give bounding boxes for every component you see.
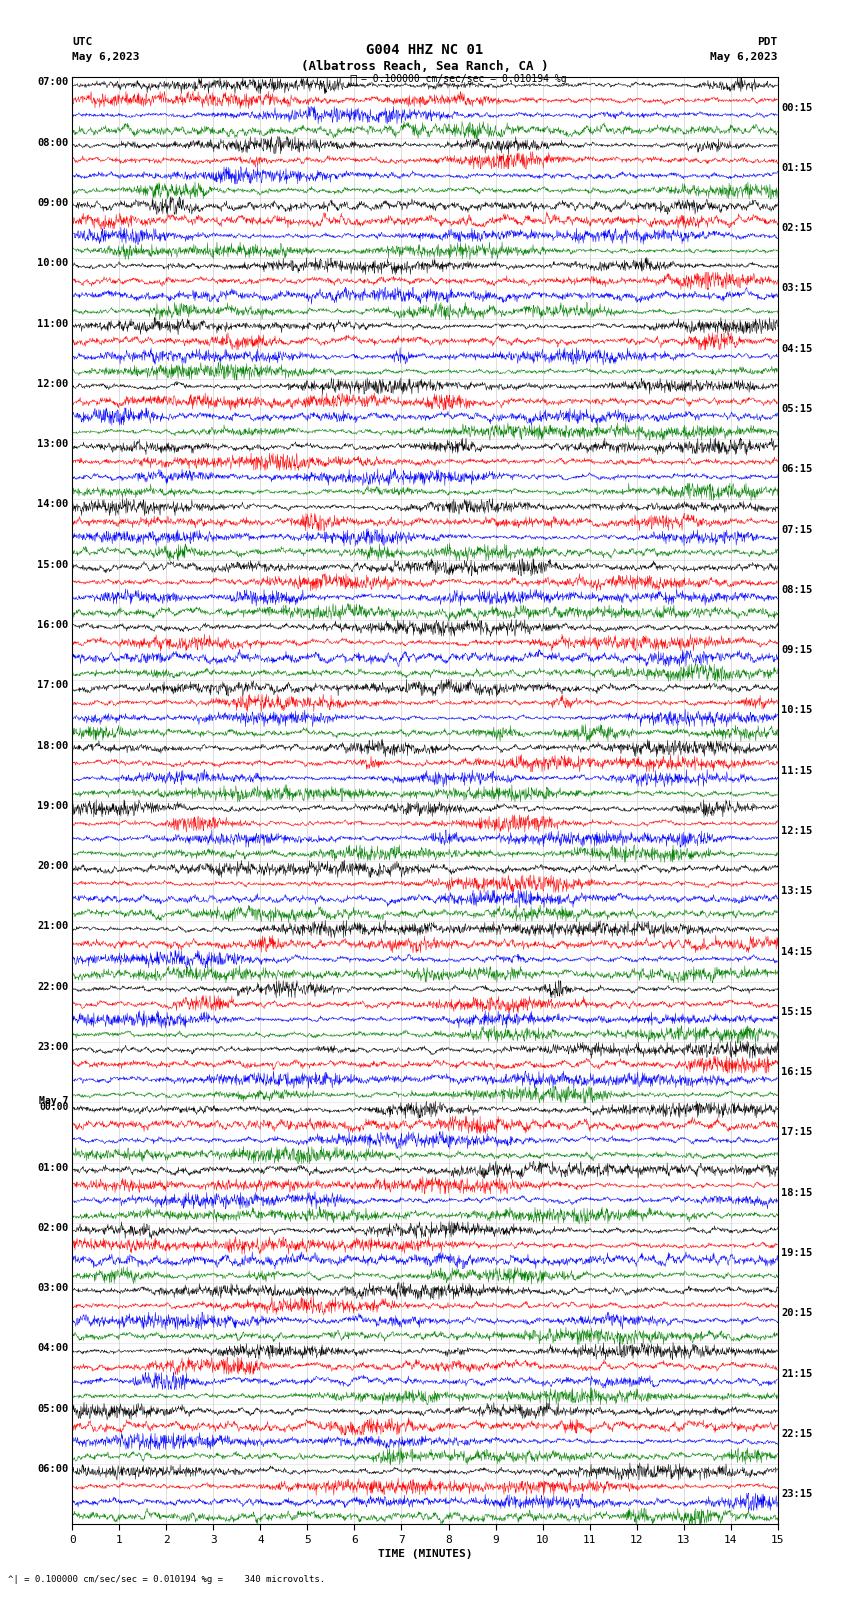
Text: 02:15: 02:15 [781,223,813,234]
Text: May 6,2023: May 6,2023 [72,52,139,61]
Text: 14:00: 14:00 [37,500,69,510]
Text: 11:15: 11:15 [781,766,813,776]
Text: 18:15: 18:15 [781,1187,813,1198]
Text: 00:00: 00:00 [39,1102,69,1113]
Text: 20:00: 20:00 [37,861,69,871]
Text: 21:00: 21:00 [37,921,69,931]
Text: 22:15: 22:15 [781,1429,813,1439]
Text: UTC: UTC [72,37,93,47]
Text: 13:00: 13:00 [37,439,69,448]
Text: G004 HHZ NC 01: G004 HHZ NC 01 [366,44,484,56]
Text: 07:00: 07:00 [37,77,69,87]
Text: 21:15: 21:15 [781,1368,813,1379]
Text: 06:00: 06:00 [37,1465,69,1474]
Text: 09:00: 09:00 [37,198,69,208]
Text: 05:00: 05:00 [37,1403,69,1413]
Text: 03:00: 03:00 [37,1282,69,1294]
Text: 08:15: 08:15 [781,586,813,595]
Text: 01:00: 01:00 [37,1163,69,1173]
Text: 20:15: 20:15 [781,1308,813,1318]
Text: 15:00: 15:00 [37,560,69,569]
Text: 19:00: 19:00 [37,800,69,811]
Text: 11:00: 11:00 [37,319,69,329]
Text: 08:00: 08:00 [37,137,69,148]
Text: 17:15: 17:15 [781,1127,813,1137]
Text: 06:15: 06:15 [781,465,813,474]
Text: 09:15: 09:15 [781,645,813,655]
Text: PDT: PDT [757,37,778,47]
Text: 16:00: 16:00 [37,619,69,631]
Text: 04:15: 04:15 [781,344,813,353]
Text: 00:15: 00:15 [781,103,813,113]
Text: 22:00: 22:00 [37,982,69,992]
Text: 23:00: 23:00 [37,1042,69,1052]
Text: 19:15: 19:15 [781,1248,813,1258]
Text: 01:15: 01:15 [781,163,813,173]
Text: 04:00: 04:00 [37,1344,69,1353]
Text: 16:15: 16:15 [781,1068,813,1077]
Text: (Albatross Reach, Sea Ranch, CA ): (Albatross Reach, Sea Ranch, CA ) [301,60,549,73]
X-axis label: TIME (MINUTES): TIME (MINUTES) [377,1548,473,1558]
Text: 23:15: 23:15 [781,1489,813,1498]
Text: 03:15: 03:15 [781,284,813,294]
Text: ^| = 0.100000 cm/sec/sec = 0.010194 %g =    340 microvolts.: ^| = 0.100000 cm/sec/sec = 0.010194 %g =… [8,1574,326,1584]
Text: May 6,2023: May 6,2023 [711,52,778,61]
Text: 05:15: 05:15 [781,403,813,415]
Text: 18:00: 18:00 [37,740,69,750]
Text: = 0.100000 cm/sec/sec = 0.010194 %g: = 0.100000 cm/sec/sec = 0.010194 %g [361,74,567,84]
Text: 12:15: 12:15 [781,826,813,836]
Text: ⏐: ⏐ [349,74,356,87]
Text: 13:15: 13:15 [781,886,813,897]
Text: 10:15: 10:15 [781,705,813,716]
Text: May 7: May 7 [39,1097,69,1107]
Text: 02:00: 02:00 [37,1223,69,1232]
Text: 07:15: 07:15 [781,524,813,534]
Text: 12:00: 12:00 [37,379,69,389]
Text: 10:00: 10:00 [37,258,69,268]
Text: 14:15: 14:15 [781,947,813,957]
Text: 17:00: 17:00 [37,681,69,690]
Text: 15:15: 15:15 [781,1007,813,1016]
